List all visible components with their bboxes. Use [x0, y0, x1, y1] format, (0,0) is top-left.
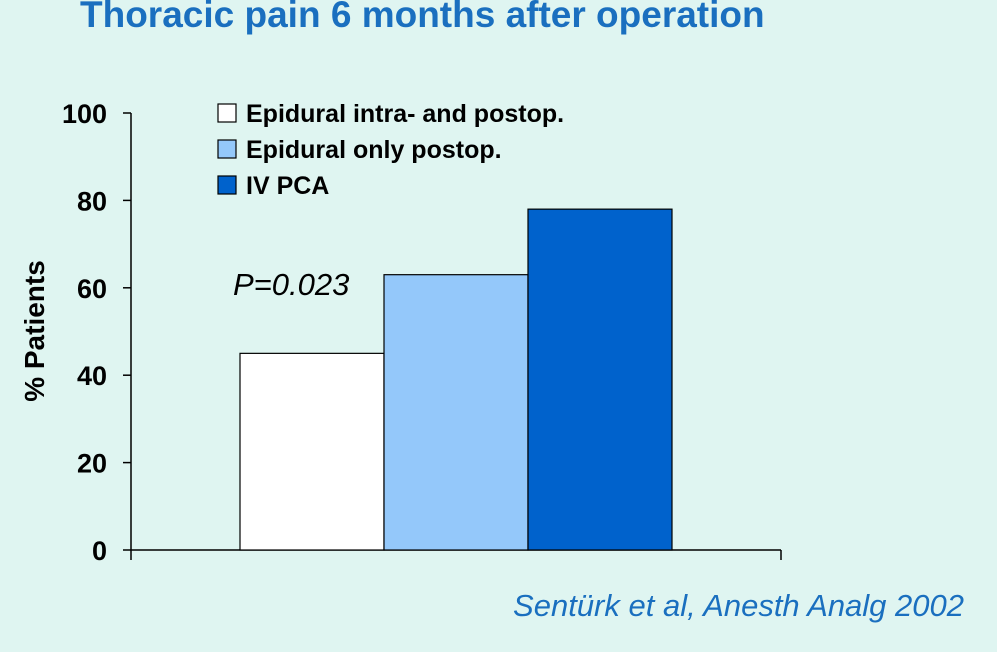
legend-swatch-3: [217, 175, 237, 195]
chart-y-ticks: 0 20 40 60 80 100: [62, 99, 131, 566]
legend-swatch-2: [217, 139, 237, 159]
legend-label-3: IV PCA: [246, 172, 329, 200]
y-axis-title: % Patients: [19, 260, 50, 402]
chart-legend: Epidural intra- and postop. Epidural only…: [217, 100, 564, 200]
legend-label-2: Epidural only postop.: [246, 136, 502, 164]
bar-1: [239, 352, 385, 551]
y-tick-label: 100: [62, 99, 107, 129]
legend-swatch-1: [217, 103, 237, 123]
y-tick-label: 80: [77, 186, 107, 216]
citation: Sentürk et al, Anesth Analg 2002: [513, 588, 964, 623]
y-tick-label: 20: [77, 449, 107, 479]
y-tick-label: 40: [77, 361, 107, 391]
bar-2: [383, 274, 529, 551]
y-tick-label: 0: [92, 536, 107, 566]
y-tick-label: 60: [77, 274, 107, 304]
p-value-annotation: P=0.023: [233, 267, 349, 302]
bar-3: [527, 208, 673, 551]
chart-bars: [239, 208, 673, 551]
legend-label-1: Epidural intra- and postop.: [246, 100, 564, 128]
slide-title: Thoracic pain 6 months after operation: [80, 0, 765, 35]
